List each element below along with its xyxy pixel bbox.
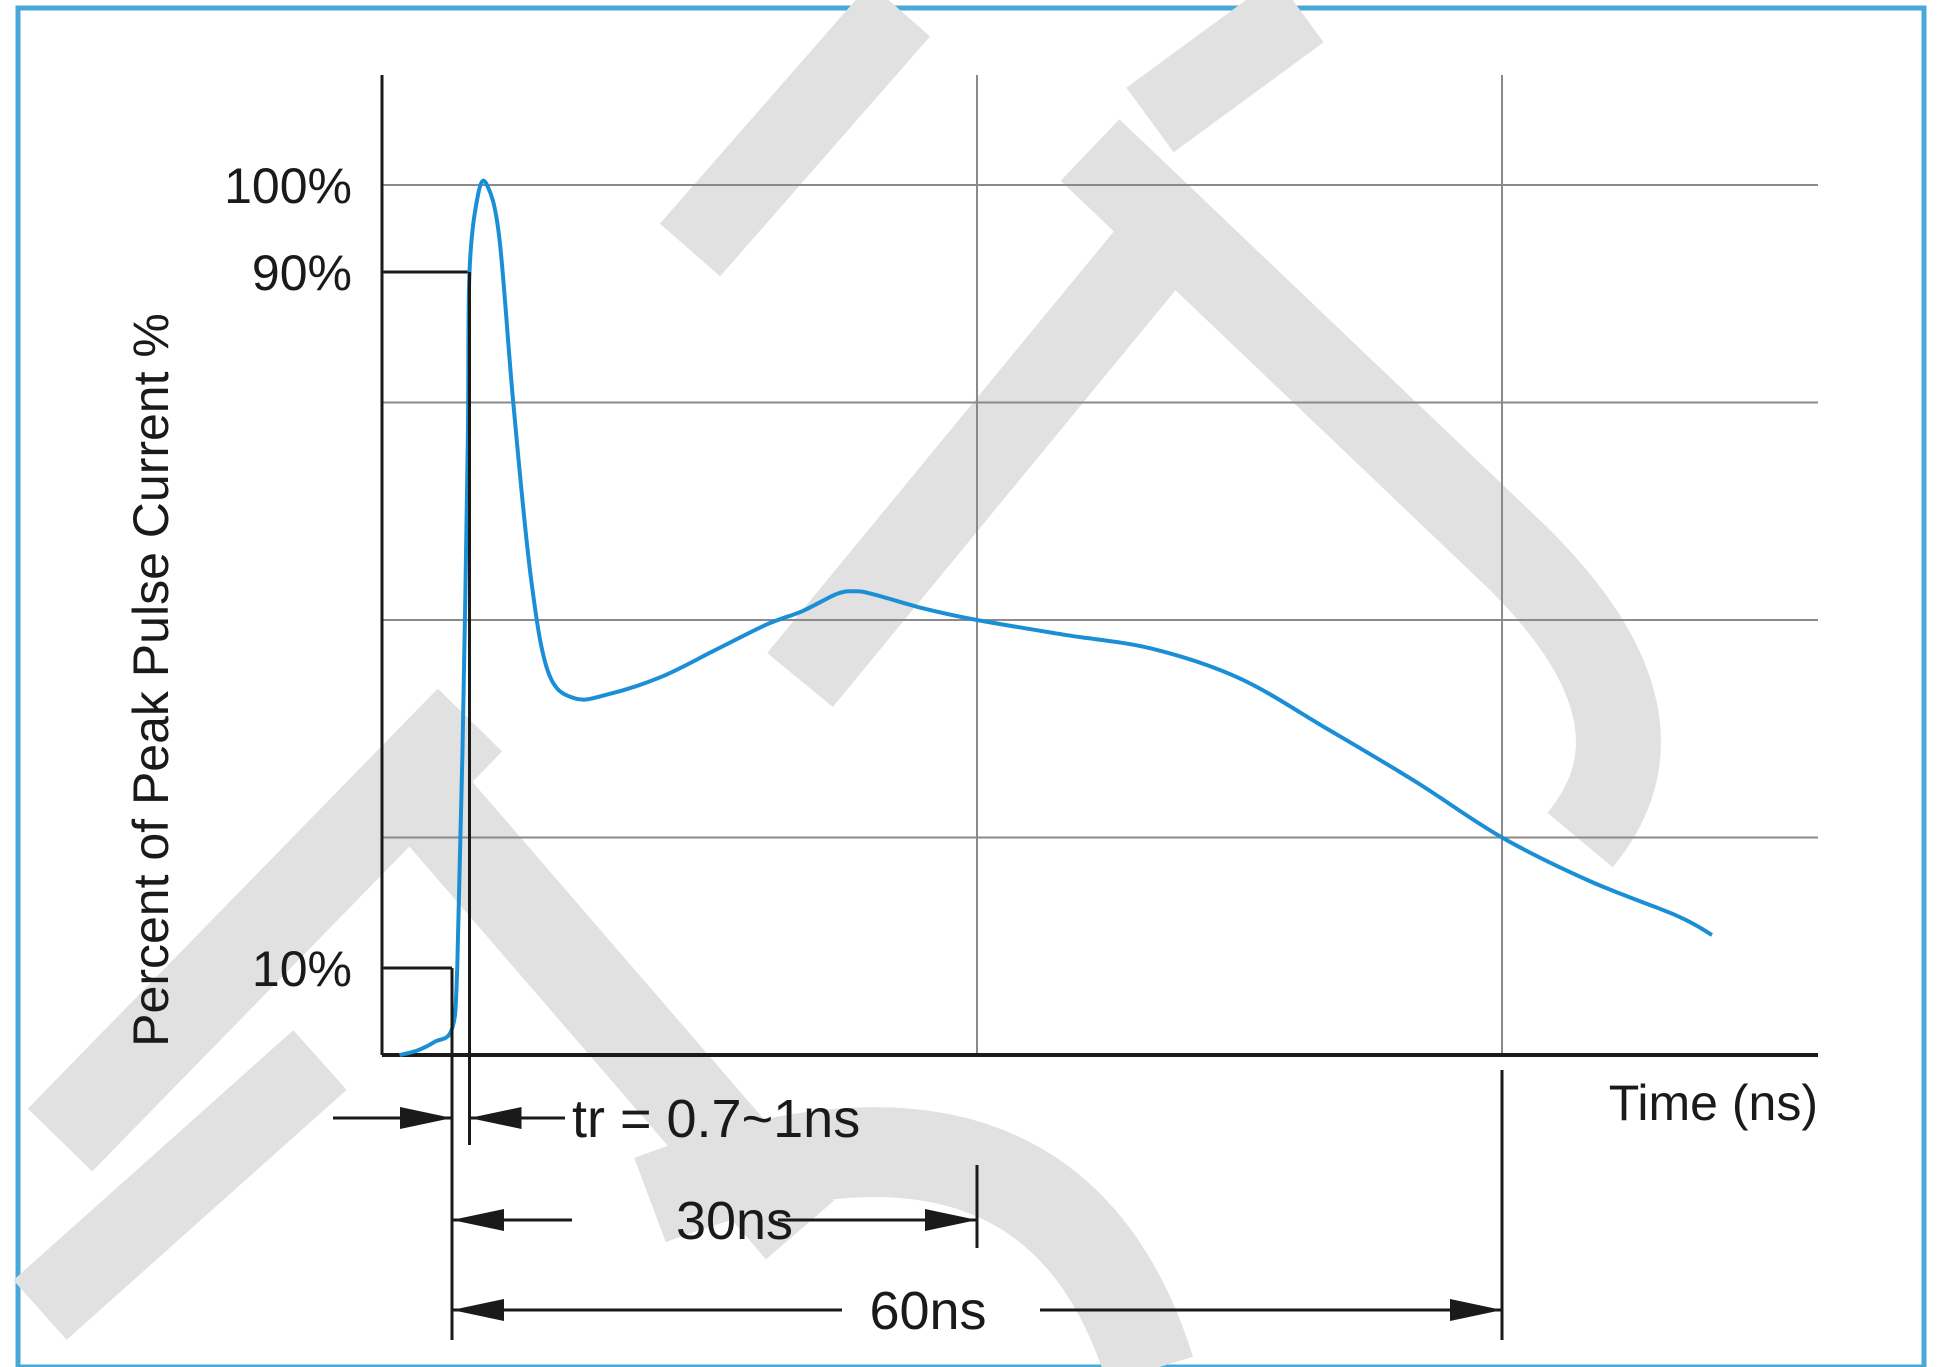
gridlines xyxy=(382,75,1818,1055)
y-tick-label: 90% xyxy=(252,245,352,301)
data-series xyxy=(399,178,1713,1057)
dimension-annotations: tr = 0.7~1ns 30ns 60ns xyxy=(333,272,1504,1341)
60ns-arrow-right-head xyxy=(1450,1299,1502,1321)
x-axis-label: Time (ns) xyxy=(1609,1075,1818,1131)
30ns-arrow-left-head xyxy=(452,1209,504,1231)
30ns-annotation-label: 30ns xyxy=(676,1191,793,1251)
y-axis-label: Percent of Peak Pulse Current % xyxy=(123,313,179,1047)
y-tick-label: 10% xyxy=(252,941,352,997)
tr-arrow-right-head xyxy=(469,1107,522,1129)
60ns-arrow-left-head xyxy=(452,1299,504,1321)
pulse-current-curve xyxy=(399,178,1713,1057)
60ns-annotation-label: 60ns xyxy=(869,1281,986,1341)
watermark-logo xyxy=(13,0,1661,1367)
tr-annotation-label: tr = 0.7~1ns xyxy=(572,1089,860,1149)
axes xyxy=(380,75,1818,1057)
y-tick-label: 100% xyxy=(224,158,352,214)
y-tick-labels: 100% 90% 10% xyxy=(224,158,470,997)
tr-arrow-left-head xyxy=(400,1107,452,1129)
30ns-arrow-right-head xyxy=(925,1209,977,1231)
